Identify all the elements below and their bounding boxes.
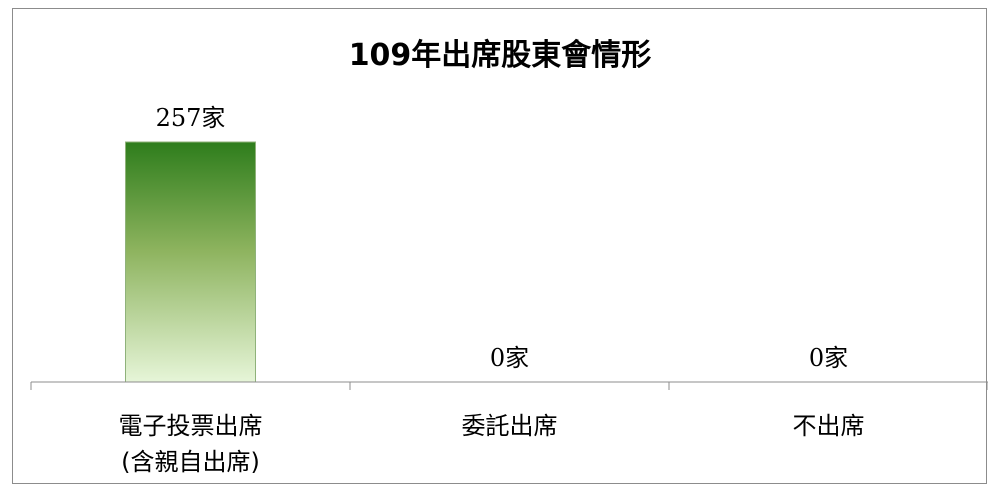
chart-title: 109年出席股東會情形 [349,38,652,73]
data-label-3: 0家 [809,344,848,372]
category-label-1-line-2: (含親自出席) [121,448,260,476]
category-label-1-line-1: 電子投票出席 [119,412,263,440]
data-label-1: 257家 [156,104,226,132]
bar-1 [125,141,256,383]
data-label-2: 0家 [490,344,529,372]
bar-chart: 109年出席股東會情形 257家 0家 0家 電子投票出席 (含親自出席) 委託出席 不出… [30,38,988,476]
category-label-2: 委託出席 [462,412,558,440]
category-label-3: 不出席 [793,412,865,440]
chart-frame: 109年出席股東會情形 257家 0家 0家 電子投票出席 (含親自出席) 委託出席 不出… [12,8,988,484]
